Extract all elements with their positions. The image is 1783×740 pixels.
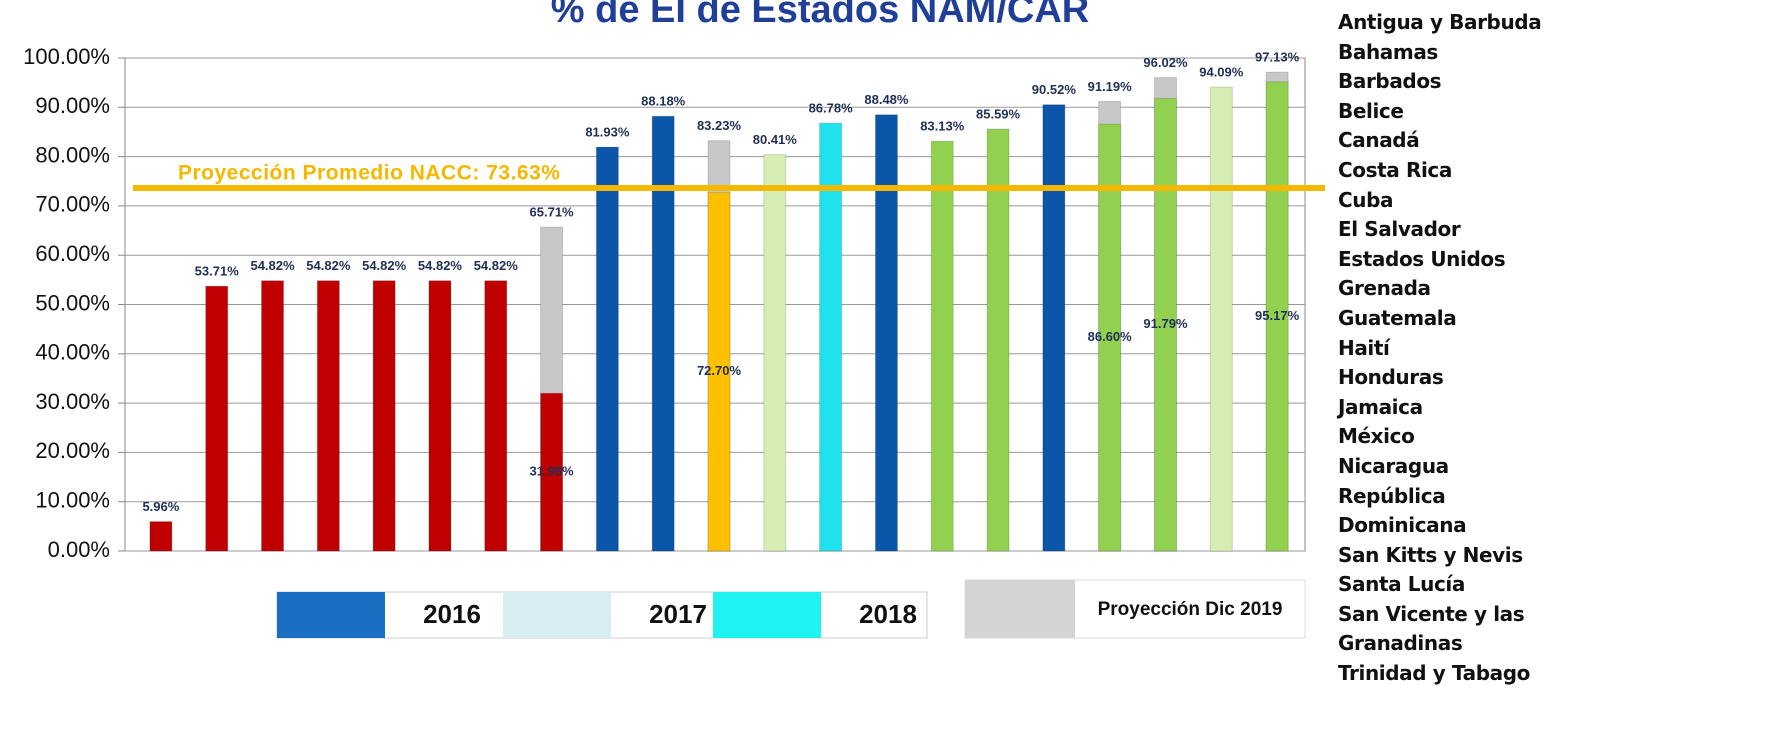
value-label: 53.71% — [195, 264, 240, 279]
value-label: 31.98% — [530, 464, 575, 479]
projection-label: 83.23% — [697, 118, 742, 133]
category-label: Cuba — [1338, 187, 1394, 212]
category-label: Belice — [1338, 98, 1404, 123]
value-label: 83.13% — [920, 119, 965, 134]
bar — [595, 146, 619, 552]
bar — [1098, 123, 1122, 552]
category-label: Barbados — [1338, 69, 1442, 94]
value-label: 85.59% — [976, 106, 1021, 121]
bar — [986, 128, 1010, 552]
category-label: Santa Lucía — [1338, 572, 1465, 597]
value-label: 88.18% — [641, 94, 686, 109]
value-label: 5.96% — [142, 499, 179, 514]
bar — [484, 280, 508, 552]
legend-label: 2018 — [859, 599, 917, 629]
category-label: Bahamas — [1338, 39, 1438, 64]
legend-label: 2016 — [423, 599, 481, 629]
legend-swatch — [965, 580, 1075, 638]
legend-label: 2017 — [649, 599, 707, 629]
value-label: 54.82% — [250, 258, 295, 273]
bar — [1209, 86, 1233, 552]
y-tick-label: 80.00% — [35, 142, 110, 167]
value-label: 94.09% — [1199, 65, 1244, 80]
category-label: Nicaragua — [1338, 453, 1449, 478]
bar — [205, 285, 229, 552]
bar — [372, 280, 396, 552]
bar — [428, 280, 452, 552]
category-label: Estados Unidos — [1338, 246, 1506, 271]
value-label: 91.79% — [1143, 316, 1188, 331]
category-list: Antigua y Barbuda Bahamas Barbados Belice Ca… — [1338, 8, 1570, 689]
y-tick-label: 50.00% — [35, 290, 110, 315]
y-tick-label: 0.00% — [48, 537, 110, 562]
category-label: Honduras — [1338, 365, 1444, 390]
bar — [651, 115, 675, 552]
bar — [149, 521, 173, 552]
category-label: Antigua y Barbuda — [1338, 10, 1542, 34]
projection-label: 96.02% — [1143, 55, 1188, 70]
bar — [1042, 104, 1066, 552]
y-tick-label: 20.00% — [35, 438, 110, 463]
legend-label: Proyección Dic 2019 — [1098, 599, 1283, 620]
value-label: 72.70% — [697, 363, 742, 378]
legend-swatch — [503, 592, 611, 638]
category-label: Guatemala — [1338, 305, 1457, 330]
value-label: 90.52% — [1032, 82, 1077, 97]
y-tick-label: 30.00% — [35, 389, 110, 414]
category-label: San Vicente y las Granadinas — [1338, 601, 1525, 656]
category-label: Trinidad y Tabago — [1338, 661, 1530, 686]
category-label: Jamaica — [1338, 394, 1423, 419]
legend-swatch — [713, 592, 821, 638]
projection-label: 91.19% — [1088, 79, 1133, 94]
value-label: 86.60% — [1088, 329, 1133, 344]
value-label: 54.82% — [418, 258, 463, 273]
bar — [707, 192, 731, 552]
projection-label: 65.71% — [530, 204, 575, 219]
category-label: México — [1338, 424, 1415, 449]
value-label: 86.78% — [809, 101, 854, 116]
y-tick-label: 100.00% — [23, 44, 110, 69]
category-label: Costa Rica — [1338, 157, 1452, 182]
bar — [763, 154, 787, 552]
y-tick-label: 70.00% — [35, 192, 110, 217]
category-label: Canadá — [1338, 128, 1420, 153]
bar — [261, 280, 285, 552]
category-label: San Kitts y Nevis — [1338, 542, 1523, 567]
bar — [540, 392, 564, 552]
value-label: 95.17% — [1255, 308, 1300, 323]
value-label: 81.93% — [585, 125, 630, 140]
y-tick-label: 60.00% — [35, 241, 110, 266]
bar — [1153, 97, 1177, 552]
y-tick-label: 90.00% — [35, 93, 110, 118]
chart: % de EI de Estados NAM/CAR 0.00% 10.00% 20… — [23, 0, 1325, 639]
bar — [874, 114, 898, 552]
y-tick-label: 10.00% — [35, 488, 110, 513]
category-label: Grenada — [1338, 276, 1431, 301]
bar — [1265, 81, 1289, 552]
category-label: República Dominicana — [1338, 483, 1467, 538]
reference-label: Proyección Promedio NACC: 73.63% — [178, 162, 560, 185]
bar — [316, 280, 340, 552]
bar — [819, 122, 843, 552]
y-tick-label: 40.00% — [35, 340, 110, 365]
category-label: El Salvador — [1338, 217, 1461, 242]
value-label: 54.82% — [362, 258, 407, 273]
projection-label: 97.13% — [1255, 50, 1300, 65]
bar — [930, 140, 954, 552]
chart-title: % de EI de Estados NAM/CAR — [551, 0, 1089, 31]
value-label: 54.82% — [474, 258, 519, 273]
value-label: 88.48% — [864, 92, 909, 107]
value-label: 80.41% — [753, 132, 798, 147]
legend-swatch — [277, 592, 385, 638]
category-label: Haití — [1338, 335, 1390, 360]
value-label: 54.82% — [306, 258, 351, 273]
